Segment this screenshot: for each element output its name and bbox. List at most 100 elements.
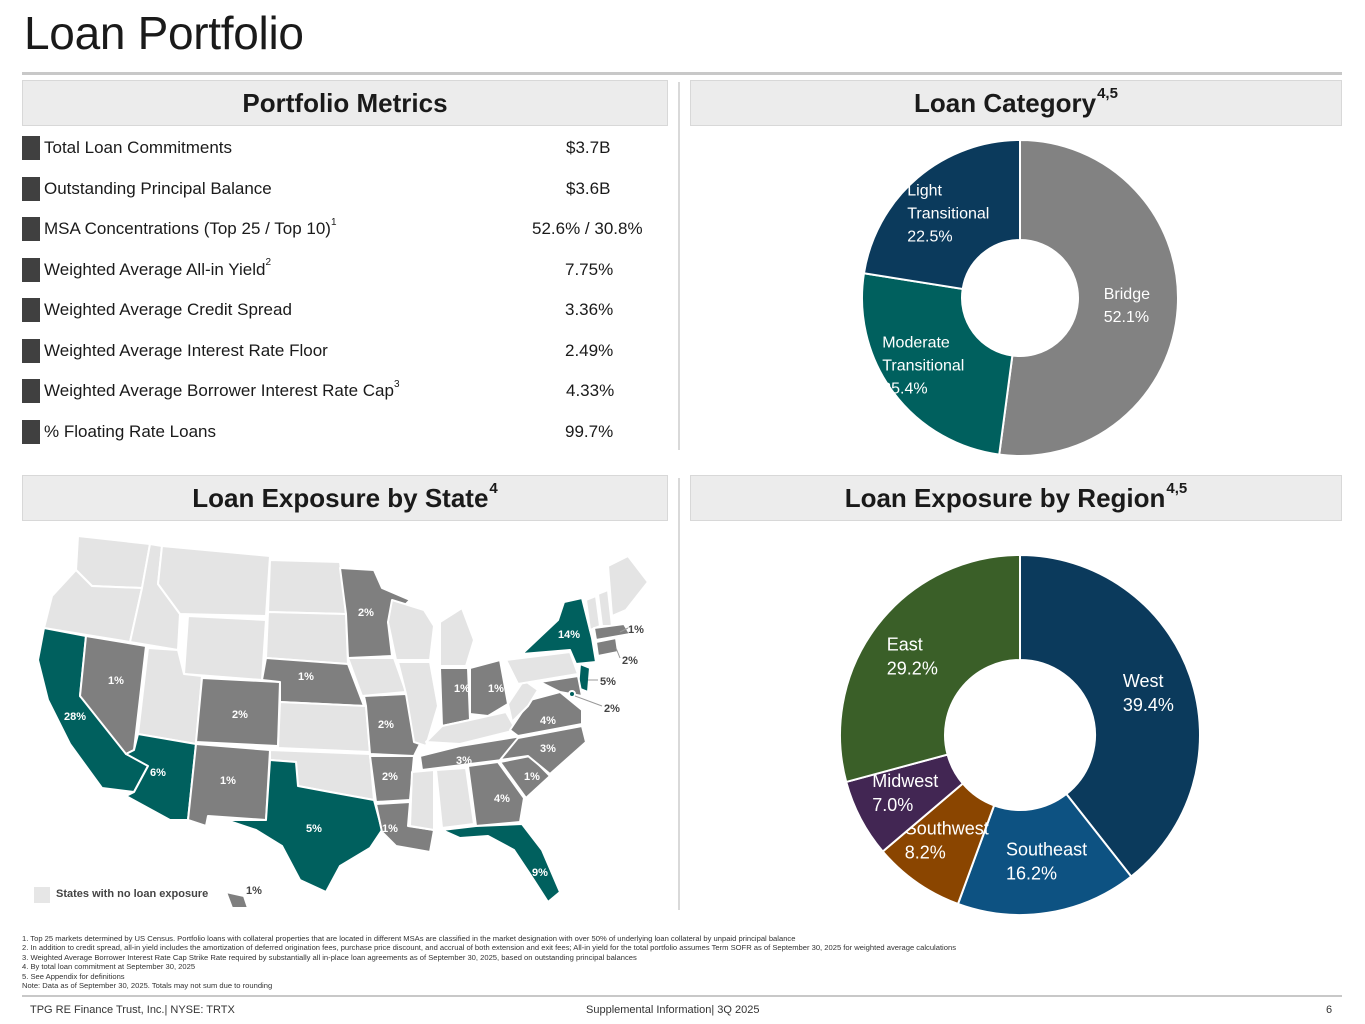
- donut-label-line: Transitional: [907, 205, 989, 222]
- state-dc: [568, 690, 576, 698]
- metric-label: Weighted Average Borrower Interest Rate …: [44, 379, 668, 401]
- state-label-dc: 2%: [604, 703, 620, 715]
- metric-bullet: [22, 217, 40, 242]
- state-north-carolina: [499, 725, 587, 775]
- footnote-2: 2. In addition to credit spread, all-in …: [22, 943, 956, 953]
- state-kansas: [277, 701, 371, 753]
- donut-label-line: 52.1%: [1104, 309, 1149, 326]
- state-label-nv: 1%: [108, 675, 124, 687]
- state-label-nc: 3%: [540, 743, 556, 755]
- metric-bullet: [22, 379, 40, 404]
- metric-row: Weighted Average Borrower Interest Rate …: [22, 371, 668, 412]
- state-connecticut: [595, 637, 619, 657]
- metric-label: Total Loan Commitments: [44, 138, 668, 158]
- state-label-ca: 28%: [64, 711, 86, 723]
- donut-label-line: 29.2%: [887, 658, 938, 678]
- donut-label-bridge: Bridge 52.1%: [1104, 286, 1150, 326]
- metric-bullet: [22, 338, 40, 363]
- state-louisiana: [375, 801, 435, 853]
- donut-label-line: 8.2%: [905, 842, 946, 862]
- donut-label-line: West: [1123, 671, 1164, 691]
- portfolio-metrics-header: Portfolio Metrics: [22, 80, 668, 126]
- loan-category-header: Loan Category 4,5: [690, 80, 1342, 126]
- donut-label-line: Transitional: [882, 358, 964, 375]
- metric-row: % Floating Rate Loans 99.7%: [22, 412, 668, 453]
- state-south-dakota: [265, 611, 349, 665]
- state-label-tn: 3%: [456, 755, 472, 767]
- state-kentucky: [425, 711, 517, 745]
- donut-label-west: West 39.4%: [1123, 671, 1174, 715]
- page-title: Loan Portfolio: [24, 7, 304, 59]
- state-label-fl: 9%: [532, 867, 548, 879]
- state-label-ny: 14%: [558, 629, 580, 641]
- metric-label-text: Outstanding Principal Balance: [44, 178, 272, 198]
- donut-label-line: 22.5%: [907, 228, 952, 245]
- loan-category-footnote-ref: 4,5: [1097, 84, 1118, 102]
- state-hawaii: [179, 865, 249, 909]
- donut-label-line: East: [887, 634, 923, 654]
- state-pennsylvania: [505, 651, 579, 685]
- metric-label-text: Total Loan Commitments: [44, 138, 233, 158]
- donut-label-line: 39.4%: [1123, 695, 1174, 715]
- loan-region-header: Loan Exposure by Region 4,5: [690, 475, 1342, 521]
- metric-label-text: Weighted Average Borrower Interest Rate …: [44, 381, 394, 401]
- donut-label-southeast: Southeast 16.2%: [1006, 840, 1087, 884]
- footnotes: 1. Top 25 markets determined by US Censu…: [22, 934, 956, 990]
- state-label-nj: 5%: [600, 676, 616, 688]
- metric-bullet: [22, 176, 40, 201]
- donut-label-line: 25.4%: [882, 381, 927, 398]
- footnote-4: 4. By total loan commitment at September…: [22, 962, 196, 972]
- metric-value: $3.7B: [566, 138, 611, 158]
- state-new-york: [521, 597, 597, 665]
- metric-label-text: Weighted Average Credit Spread: [44, 300, 292, 320]
- donut-label-line: 7.0%: [872, 795, 913, 815]
- metric-label-text: Weighted Average Interest Rate Floor: [44, 340, 328, 360]
- state-label-ar: 2%: [382, 771, 398, 783]
- metric-bullet: [22, 136, 40, 161]
- map-legend-swatch: [34, 887, 50, 903]
- donut-label-line: Southeast: [1006, 840, 1087, 860]
- state-label-ma: 1%: [628, 624, 644, 636]
- footer-divider: [22, 995, 1342, 997]
- footer-report-name: Supplemental Information| 3Q 2025: [586, 1004, 760, 1016]
- loan-state-header: Loan Exposure by State 4: [22, 475, 668, 521]
- metric-value: 52.6% / 30.8%: [532, 219, 643, 239]
- footnote-1: 1. Top 25 markets determined by US Censu…: [22, 934, 796, 943]
- metric-row: MSA Concentrations (Top 25 / Top 10)1 52.…: [22, 209, 668, 250]
- metric-row: Weighted Average Interest Rate Floor 2.49…: [22, 331, 668, 372]
- metric-value: 2.49%: [565, 340, 614, 360]
- donut-label-east: East 29.2%: [887, 634, 938, 678]
- metric-footnote-ref: 1: [330, 216, 337, 228]
- state-north-dakota: [267, 559, 347, 615]
- donut-slice-light-transitional: [862, 138, 1021, 291]
- donut-slice-east: [839, 553, 1021, 784]
- metric-bullet: [22, 419, 40, 444]
- loan-state-title: Loan Exposure by State: [192, 482, 489, 513]
- metric-value: 3.36%: [565, 300, 614, 320]
- metric-bullet: [22, 257, 40, 282]
- state-alabama: [435, 767, 475, 829]
- state-michigan: [439, 607, 475, 667]
- loan-state-footnote-ref: 4: [489, 479, 498, 497]
- state-label-oh: 1%: [488, 683, 504, 695]
- map-legend-label: States with no loan exposure: [56, 888, 209, 900]
- state-label-co: 2%: [232, 709, 248, 721]
- donut-slice-west: [1019, 553, 1201, 878]
- footer-company: TPG RE Finance Trust, Inc.| NYSE: TRTX: [30, 1004, 235, 1016]
- metric-row: Weighted Average Credit Spread 3.36%: [22, 290, 668, 331]
- metric-row: Weighted Average All-in Yield2 7.75%: [22, 250, 668, 291]
- state-indiana: [439, 667, 471, 727]
- state-maine: [607, 555, 649, 617]
- footer-page-number: 6: [1326, 1004, 1333, 1016]
- leader-line-dc: [574, 695, 603, 707]
- donut-slice-moderate-transitional: [861, 272, 1014, 456]
- donut-label-line: 16.2%: [1006, 864, 1057, 884]
- donut-label-line: Moderate: [882, 335, 950, 352]
- state-label-ga: 4%: [494, 793, 510, 805]
- state-illinois: [397, 661, 439, 747]
- loan-region-footnote-ref: 4,5: [1166, 479, 1188, 497]
- title-divider: [22, 72, 1342, 75]
- state-label-az: 6%: [150, 767, 166, 779]
- metric-value: 99.7%: [565, 421, 614, 441]
- state-label-in: 1%: [454, 683, 470, 695]
